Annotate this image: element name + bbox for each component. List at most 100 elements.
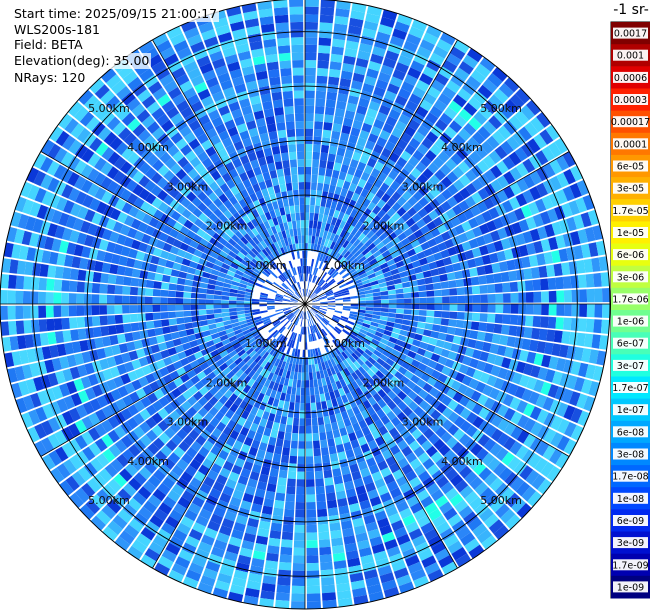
beta-cell — [454, 224, 465, 235]
beta-cell — [538, 265, 548, 278]
beta-cell — [492, 67, 508, 82]
beta-cell — [412, 149, 424, 162]
beta-cell — [358, 223, 367, 233]
beta-cell — [307, 273, 310, 282]
beta-cell — [586, 288, 595, 303]
beta-cell — [426, 131, 439, 144]
beta-cell — [311, 166, 319, 175]
beta-cell — [310, 293, 317, 300]
beta-cell — [407, 196, 418, 207]
beta-cell — [466, 75, 482, 90]
beta-cell — [380, 295, 389, 300]
beta-cell — [496, 160, 509, 174]
beta-cell — [473, 111, 488, 125]
beta-cell — [400, 150, 412, 162]
beta-cell — [338, 139, 348, 150]
beta-cell — [529, 186, 542, 201]
beta-cell — [363, 217, 372, 227]
beta-cell — [413, 245, 424, 254]
beta-cell — [495, 293, 504, 303]
beta-cell — [493, 88, 509, 104]
beta-cell — [487, 304, 496, 313]
beta-cell — [311, 297, 319, 301]
beta-cell — [338, 246, 345, 255]
beta-cell — [459, 260, 469, 270]
beta-cell — [366, 108, 378, 119]
beta-cell — [386, 280, 395, 286]
beta-cell — [400, 276, 410, 283]
beta-cell — [548, 290, 557, 303]
beta-cell — [579, 304, 588, 317]
beta-cell — [336, 236, 343, 245]
beta-cell — [568, 200, 580, 216]
beta-cell — [383, 271, 392, 278]
beta-cell — [353, 202, 362, 212]
beta-cell — [487, 284, 496, 294]
beta-cell — [350, 258, 359, 266]
beta-cell — [361, 236, 370, 245]
beta-cell — [345, 253, 354, 261]
colorbar-tick-label: 0.0001 — [614, 139, 647, 150]
beta-cell — [442, 145, 455, 158]
beta-cell — [496, 189, 509, 203]
beta-cell — [324, 264, 330, 272]
beta-cell — [307, 250, 311, 259]
beta-cell — [593, 272, 602, 287]
beta-cell — [491, 262, 501, 273]
beta-cell — [356, 288, 365, 293]
beta-cell — [331, 46, 344, 56]
beta-cell — [446, 326, 456, 335]
beta-cell — [420, 241, 430, 251]
beta-cell — [401, 212, 412, 222]
beta-cell — [548, 236, 559, 251]
beta-cell — [411, 19, 428, 32]
beta-cell — [333, 262, 341, 270]
beta-cell — [313, 243, 318, 252]
beta-cell — [350, 10, 365, 21]
beta-cell — [320, 262, 326, 270]
beta-cell — [312, 275, 316, 283]
beta-cell — [305, 243, 308, 251]
beta-cell — [458, 232, 469, 243]
beta-cell — [311, 295, 318, 300]
beta-cell — [335, 244, 342, 253]
colorbar-tick-label: 0.00017 — [611, 117, 650, 128]
beta-cell — [549, 175, 562, 191]
beta-cell — [309, 212, 314, 221]
beta-cell — [545, 124, 560, 141]
beta-cell — [325, 168, 333, 177]
beta-cell — [363, 181, 373, 192]
beta-cell — [370, 168, 381, 179]
beta-cell — [336, 100, 347, 110]
beta-cell — [469, 150, 482, 164]
beta-cell — [435, 181, 447, 193]
beta-cell — [541, 146, 555, 162]
beta-cell — [342, 306, 351, 309]
beta-cell — [396, 293, 404, 299]
beta-cell — [420, 225, 430, 235]
beta-cell — [305, 21, 318, 30]
beta-cell — [350, 301, 359, 304]
beta-cell — [382, 57, 397, 69]
beta-cell — [335, 298, 343, 301]
beta-cell — [345, 279, 354, 286]
beta-cell — [363, 286, 372, 291]
beta-cell — [384, 90, 397, 102]
colorbar-tick-label: 1.7e-05 — [612, 206, 648, 217]
beta-cell — [341, 292, 350, 296]
colorbar-unit-label: -1 sr- — [613, 2, 649, 18]
beta-cell — [408, 93, 422, 106]
beta-cell — [359, 130, 370, 140]
beta-cell — [309, 282, 314, 290]
beta-cell — [493, 273, 502, 283]
beta-cell — [443, 106, 458, 120]
beta-cell — [381, 250, 391, 258]
beta-cell — [367, 242, 376, 251]
beta-cell — [555, 189, 568, 204]
beta-cell — [448, 319, 457, 327]
beta-cell — [455, 279, 465, 288]
beta-cell — [481, 254, 492, 265]
beta-cell — [372, 205, 382, 215]
beta-cell — [307, 281, 310, 290]
